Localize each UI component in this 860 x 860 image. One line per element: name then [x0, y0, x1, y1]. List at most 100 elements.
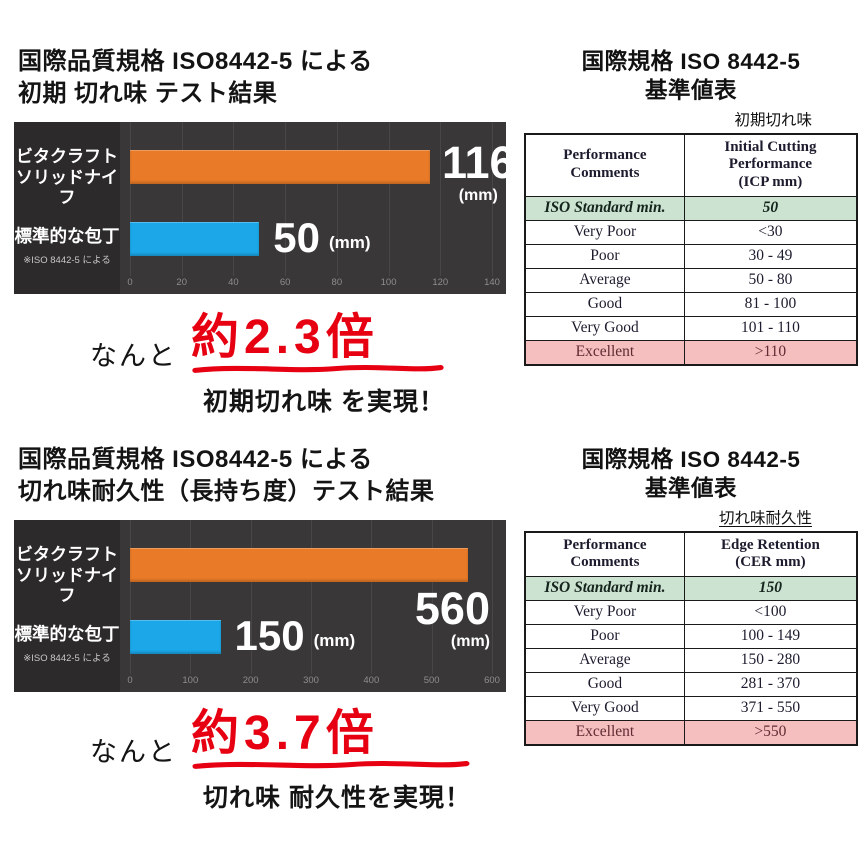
category-label-standard-knife: 標準的な包丁: [14, 624, 120, 644]
x-axis-tick-label: 100: [380, 277, 397, 288]
value-number: 116: [441, 137, 515, 188]
category-label-standard-knife: 標準的な包丁: [14, 226, 120, 246]
value-unit: (mm): [450, 632, 490, 650]
performance-comment-cell: Very Poor: [524, 599, 685, 625]
performance-value-cell: 100 - 149: [683, 623, 858, 649]
value-unit: (mm): [458, 186, 498, 204]
title-line-1: 国際品質規格 ISO8442-5 による: [18, 446, 373, 473]
value-label-standard: 50 (mm): [273, 216, 370, 260]
value-number: 150: [234, 612, 305, 659]
callout-result: 切れ味 耐久性を実現！: [203, 783, 471, 812]
value-label-vitacraft: 116 (mm): [442, 140, 515, 205]
bar-chart-edge-retention: ビタクラフト ソリッドナイフ 標準的な包丁 ※ISO 8442-5 による 56…: [14, 520, 506, 692]
table-row: Very Poor <100: [524, 599, 858, 625]
x-axis-ticks: 0 100 200 300 400 500 600: [127, 675, 500, 689]
gridline: [233, 122, 235, 276]
performance-comment-cell: Poor: [524, 243, 685, 269]
table-row: Very Good 371 - 550: [524, 695, 858, 721]
performance-value-cell: 371 - 550: [683, 695, 858, 721]
performance-comment-cell: Very Poor: [524, 219, 685, 245]
table-header-row: Performance Comments Initial Cutting Per…: [524, 133, 858, 197]
performance-comment-cell: Average: [524, 267, 685, 293]
iso-table-block-initial: 国際規格 ISO 8442-5 基準値表 初期切れ味 Performance C…: [524, 48, 858, 366]
x-axis-tick-label: 200: [242, 675, 259, 686]
gridline: [431, 520, 433, 674]
x-axis-tick-label: 60: [279, 277, 291, 288]
callout-edge-retention: なんと 約3.7倍 切れ味 耐久性を実現！: [90, 707, 471, 814]
table-row: Average 150 - 280: [524, 647, 858, 673]
performance-comment-cell: Poor: [524, 623, 685, 649]
value-number: 560: [414, 583, 490, 634]
performance-value-cell: <30: [683, 219, 858, 245]
table-row: Good 81 - 100: [524, 291, 858, 317]
chart-footnote: ※ISO 8442-5 による: [23, 653, 111, 664]
bar-vitacraft: [130, 548, 468, 582]
title-line-1: 国際品質規格 ISO8442-5 による: [18, 48, 373, 75]
x-axis-tick-label: 0: [127, 277, 133, 288]
performance-value-cell: 150 - 280: [683, 647, 858, 673]
performance-value-cell: 50 - 80: [683, 267, 858, 293]
table-row: Excellent >550: [524, 719, 858, 746]
table-row: Good 281 - 370: [524, 671, 858, 697]
performance-value-cell: >550: [683, 719, 858, 746]
gridline: [440, 122, 442, 276]
x-axis-tick-label: 400: [363, 675, 380, 686]
brush-underline-icon: [192, 364, 444, 373]
x-axis-tick-label: 100: [182, 675, 199, 686]
iso-standard-table-initial: Performance Comments Initial Cutting Per…: [524, 132, 858, 366]
header-edge-retention: Edge Retention (CER mm): [683, 531, 858, 577]
performance-comment-cell: Good: [524, 291, 685, 317]
gridlines: [130, 520, 493, 674]
chart-footnote: ※ISO 8442-5 による: [23, 255, 111, 266]
bar-chart-initial-sharpness: ビタクラフト ソリッドナイフ 標準的な包丁 ※ISO 8442-5 による 11…: [14, 122, 515, 294]
value-label-vitacraft: 560 (mm): [415, 586, 490, 651]
performance-comment-cell: Average: [524, 647, 685, 673]
table-row: Very Poor <30: [524, 219, 858, 245]
table-row: Poor 100 - 149: [524, 623, 858, 649]
table-corner-label: 初期切れ味: [734, 111, 812, 129]
category-label-vitacraft-knife: ビタクラフト ソリッドナイフ: [16, 545, 118, 606]
bar-standard: [130, 620, 221, 654]
performance-comment-cell: ISO Standard min.: [524, 575, 685, 601]
x-axis-tick-label: 600: [484, 675, 500, 686]
performance-comment-cell: Very Good: [524, 695, 685, 721]
plot-area: 116 (mm) 50 (mm) 0 20 40 60 80 100 120 140: [120, 122, 515, 294]
x-axis-ticks: 0 20 40 60 80 100 120 140: [127, 277, 500, 291]
table-subtitle: 基準値表: [644, 77, 737, 103]
section-title-durability: 国際品質規格 ISO8442-5 による 切れ味耐久性（長持ち度）テスト結果: [18, 444, 435, 508]
table-title: 国際規格 ISO 8442-5: [581, 49, 801, 74]
gridline: [130, 520, 131, 674]
gridline: [130, 122, 131, 276]
performance-comment-cell: Excellent: [524, 719, 685, 746]
x-axis-tick-label: 120: [432, 277, 449, 288]
performance-value-cell: 81 - 100: [683, 291, 858, 317]
section-title-initial: 国際品質規格 ISO8442-5 による 初期 切れ味 テスト結果: [18, 46, 373, 110]
gridlines: [130, 122, 493, 276]
gridline: [492, 122, 493, 276]
table-row: ISO Standard min. 150: [524, 575, 858, 601]
performance-value-cell: 30 - 49: [683, 243, 858, 269]
x-axis-tick-label: 500: [423, 675, 440, 686]
chart-category-panel: ビタクラフト ソリッドナイフ 標準的な包丁 ※ISO 8442-5 による: [14, 122, 120, 294]
performance-comment-cell: ISO Standard min.: [524, 195, 685, 221]
table-title: 国際規格 ISO 8442-5: [581, 447, 801, 472]
x-axis-tick-label: 140: [484, 277, 500, 288]
table-subtitle: 基準値表: [644, 475, 737, 501]
iso-table-block-durability: 国際規格 ISO 8442-5 基準値表 切れ味耐久性 Performance …: [524, 446, 858, 746]
header-performance-comments: Performance Comments: [524, 133, 685, 197]
x-axis-tick-label: 0: [127, 675, 133, 686]
gridline: [181, 122, 183, 276]
gridline: [388, 122, 390, 276]
x-axis-tick-label: 300: [303, 675, 319, 686]
x-axis-tick-label: 80: [331, 277, 343, 288]
callout-prefix: なんと: [90, 341, 177, 371]
value-unit: (mm): [313, 631, 356, 650]
x-axis-tick-label: 20: [176, 277, 187, 288]
callout-multiplier: 約3.7倍: [191, 707, 379, 760]
gridline: [311, 520, 312, 674]
performance-comment-cell: Very Good: [524, 315, 685, 341]
gridline: [371, 520, 373, 674]
performance-value-cell: 50: [683, 195, 858, 221]
table-corner-label: 切れ味耐久性: [718, 509, 812, 527]
chart-category-panel: ビタクラフト ソリッドナイフ 標準的な包丁 ※ISO 8442-5 による: [14, 520, 120, 692]
